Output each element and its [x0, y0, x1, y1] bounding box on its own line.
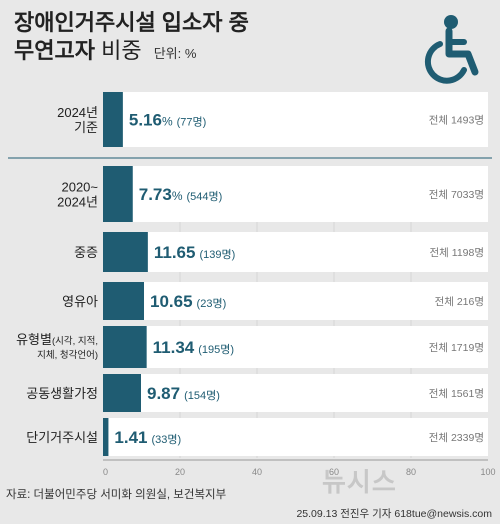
- watermark: 뉴시스: [322, 467, 397, 497]
- row-6-total: 전체 2339명: [429, 432, 484, 444]
- row-4-background: [103, 326, 488, 368]
- row-2-value: 11.65 (139명): [154, 243, 235, 262]
- row-2-total: 전체 1198명: [430, 247, 484, 259]
- highlight-label-line: 2024년: [57, 105, 98, 120]
- row-5-value: 9.87 (154명): [147, 384, 220, 403]
- row-1-value: 7.73% (544명): [139, 185, 223, 204]
- row-1-total: 전체 7033명: [429, 189, 484, 201]
- row-2-label-line: 중증: [74, 245, 98, 260]
- title-line1-text: 장애인거주시설 입소자 중: [14, 10, 249, 35]
- row-3-label-line: 영유아: [62, 294, 98, 309]
- highlight-background: [103, 92, 488, 147]
- row-5-label-line: 공동생활가정: [26, 386, 98, 401]
- row-4-bar: [103, 326, 147, 368]
- x-tick-label: 40: [252, 467, 262, 477]
- row-6-value: 1.41 (33명): [114, 428, 181, 447]
- row-1-bar: [103, 166, 133, 222]
- row-6-label-line: 단기거주시설: [26, 430, 98, 445]
- row-1-label-line: 2020~: [61, 180, 98, 195]
- row-3-bar: [103, 282, 145, 320]
- row-2-background: [103, 232, 488, 272]
- row-3-total: 전체 216명: [435, 296, 484, 308]
- x-tick-label: 0: [103, 467, 108, 477]
- row-2-bar: [103, 232, 148, 272]
- row-4-label: 유형별(시각, 지적,: [16, 332, 98, 347]
- x-tick-label: 60: [329, 467, 339, 477]
- highlight-total: 전체 1493명: [429, 115, 484, 127]
- row-1-label-line: 2024년: [57, 195, 98, 210]
- row-3-background: [103, 282, 488, 320]
- row-3-value: 10.65 (23명): [150, 292, 226, 311]
- row-4-total: 전체 1719명: [429, 342, 484, 354]
- title-line2-bold: 무연고자: [14, 38, 95, 63]
- x-tick-label: 100: [480, 467, 495, 477]
- row-5-total: 전체 1561명: [429, 388, 484, 400]
- chart-title-line2: 무연고자 비중 단위: %: [14, 40, 196, 62]
- chart-title-line1: 장애인거주시설 입소자 중: [14, 12, 249, 34]
- row-5-bar: [103, 374, 141, 412]
- highlight-label-line: 기준: [74, 120, 98, 135]
- source-text: 자료: 더불어민주당 서미화 의원실, 보건복지부: [6, 489, 227, 501]
- row-4-value: 11.34 (195명): [153, 338, 234, 357]
- x-tick-label: 80: [406, 467, 416, 477]
- wheelchair-icon: [418, 14, 484, 89]
- row-5-background: [103, 374, 488, 412]
- row-1-background: [103, 166, 488, 222]
- unit-label: 단위: %: [153, 46, 197, 61]
- x-tick-label: 20: [175, 467, 185, 477]
- highlight-bar: [103, 92, 123, 147]
- row-6-background: [103, 418, 488, 456]
- title-line2-light: 비중: [101, 38, 142, 63]
- credit-text: 25.09.13 전진우 기자 618tue@newsis.com: [296, 508, 492, 520]
- row-6-bar: [103, 418, 109, 456]
- highlight-value: 5.16% (77명): [129, 111, 206, 130]
- row-4-label-sub: 지체, 청각언어): [37, 349, 98, 361]
